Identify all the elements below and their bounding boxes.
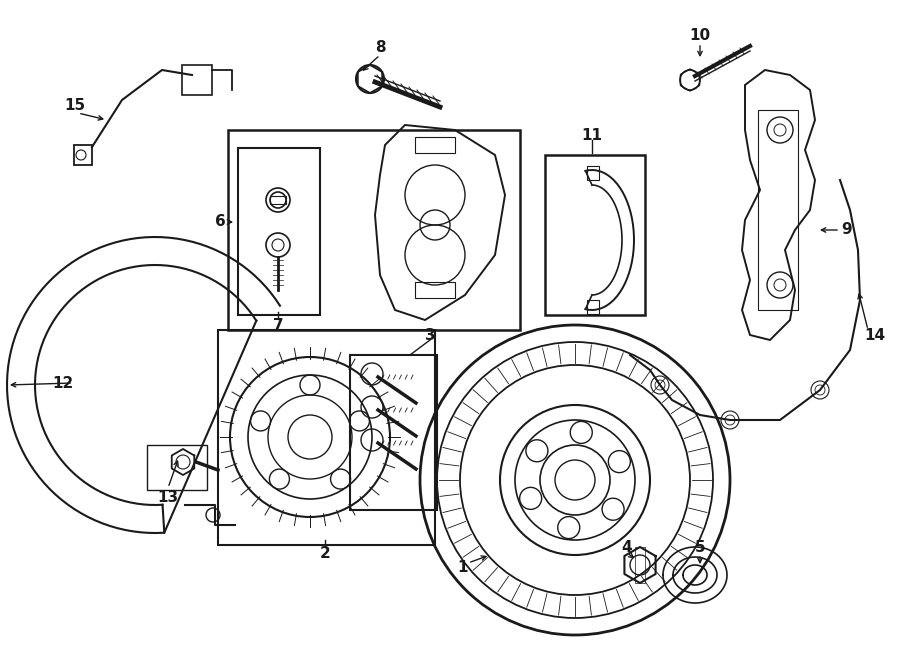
Bar (238, 148, 320, 315)
Text: 7: 7 (273, 317, 284, 332)
Text: 15: 15 (65, 98, 86, 112)
Text: 14: 14 (864, 327, 886, 342)
Bar (74, 145, 92, 165)
Text: 6: 6 (214, 215, 225, 229)
Bar (228, 130, 520, 330)
Text: 3: 3 (425, 327, 436, 342)
Bar (587, 166, 599, 180)
Bar (545, 155, 645, 315)
Text: 4: 4 (622, 541, 633, 555)
Text: 1: 1 (458, 561, 468, 576)
Bar (415, 282, 455, 298)
Bar (415, 137, 455, 153)
Text: 11: 11 (581, 128, 602, 143)
Bar (182, 65, 212, 95)
Bar (218, 330, 435, 545)
Bar (270, 196, 286, 204)
Bar (350, 355, 437, 510)
Text: 8: 8 (374, 40, 385, 56)
Text: 5: 5 (695, 541, 706, 555)
Bar (587, 300, 599, 314)
Text: 13: 13 (158, 490, 178, 504)
Bar (635, 547, 645, 583)
Text: 12: 12 (52, 375, 74, 391)
Text: 10: 10 (689, 28, 711, 42)
Bar (147, 445, 207, 490)
Text: 2: 2 (320, 545, 330, 561)
Text: 9: 9 (842, 223, 852, 237)
